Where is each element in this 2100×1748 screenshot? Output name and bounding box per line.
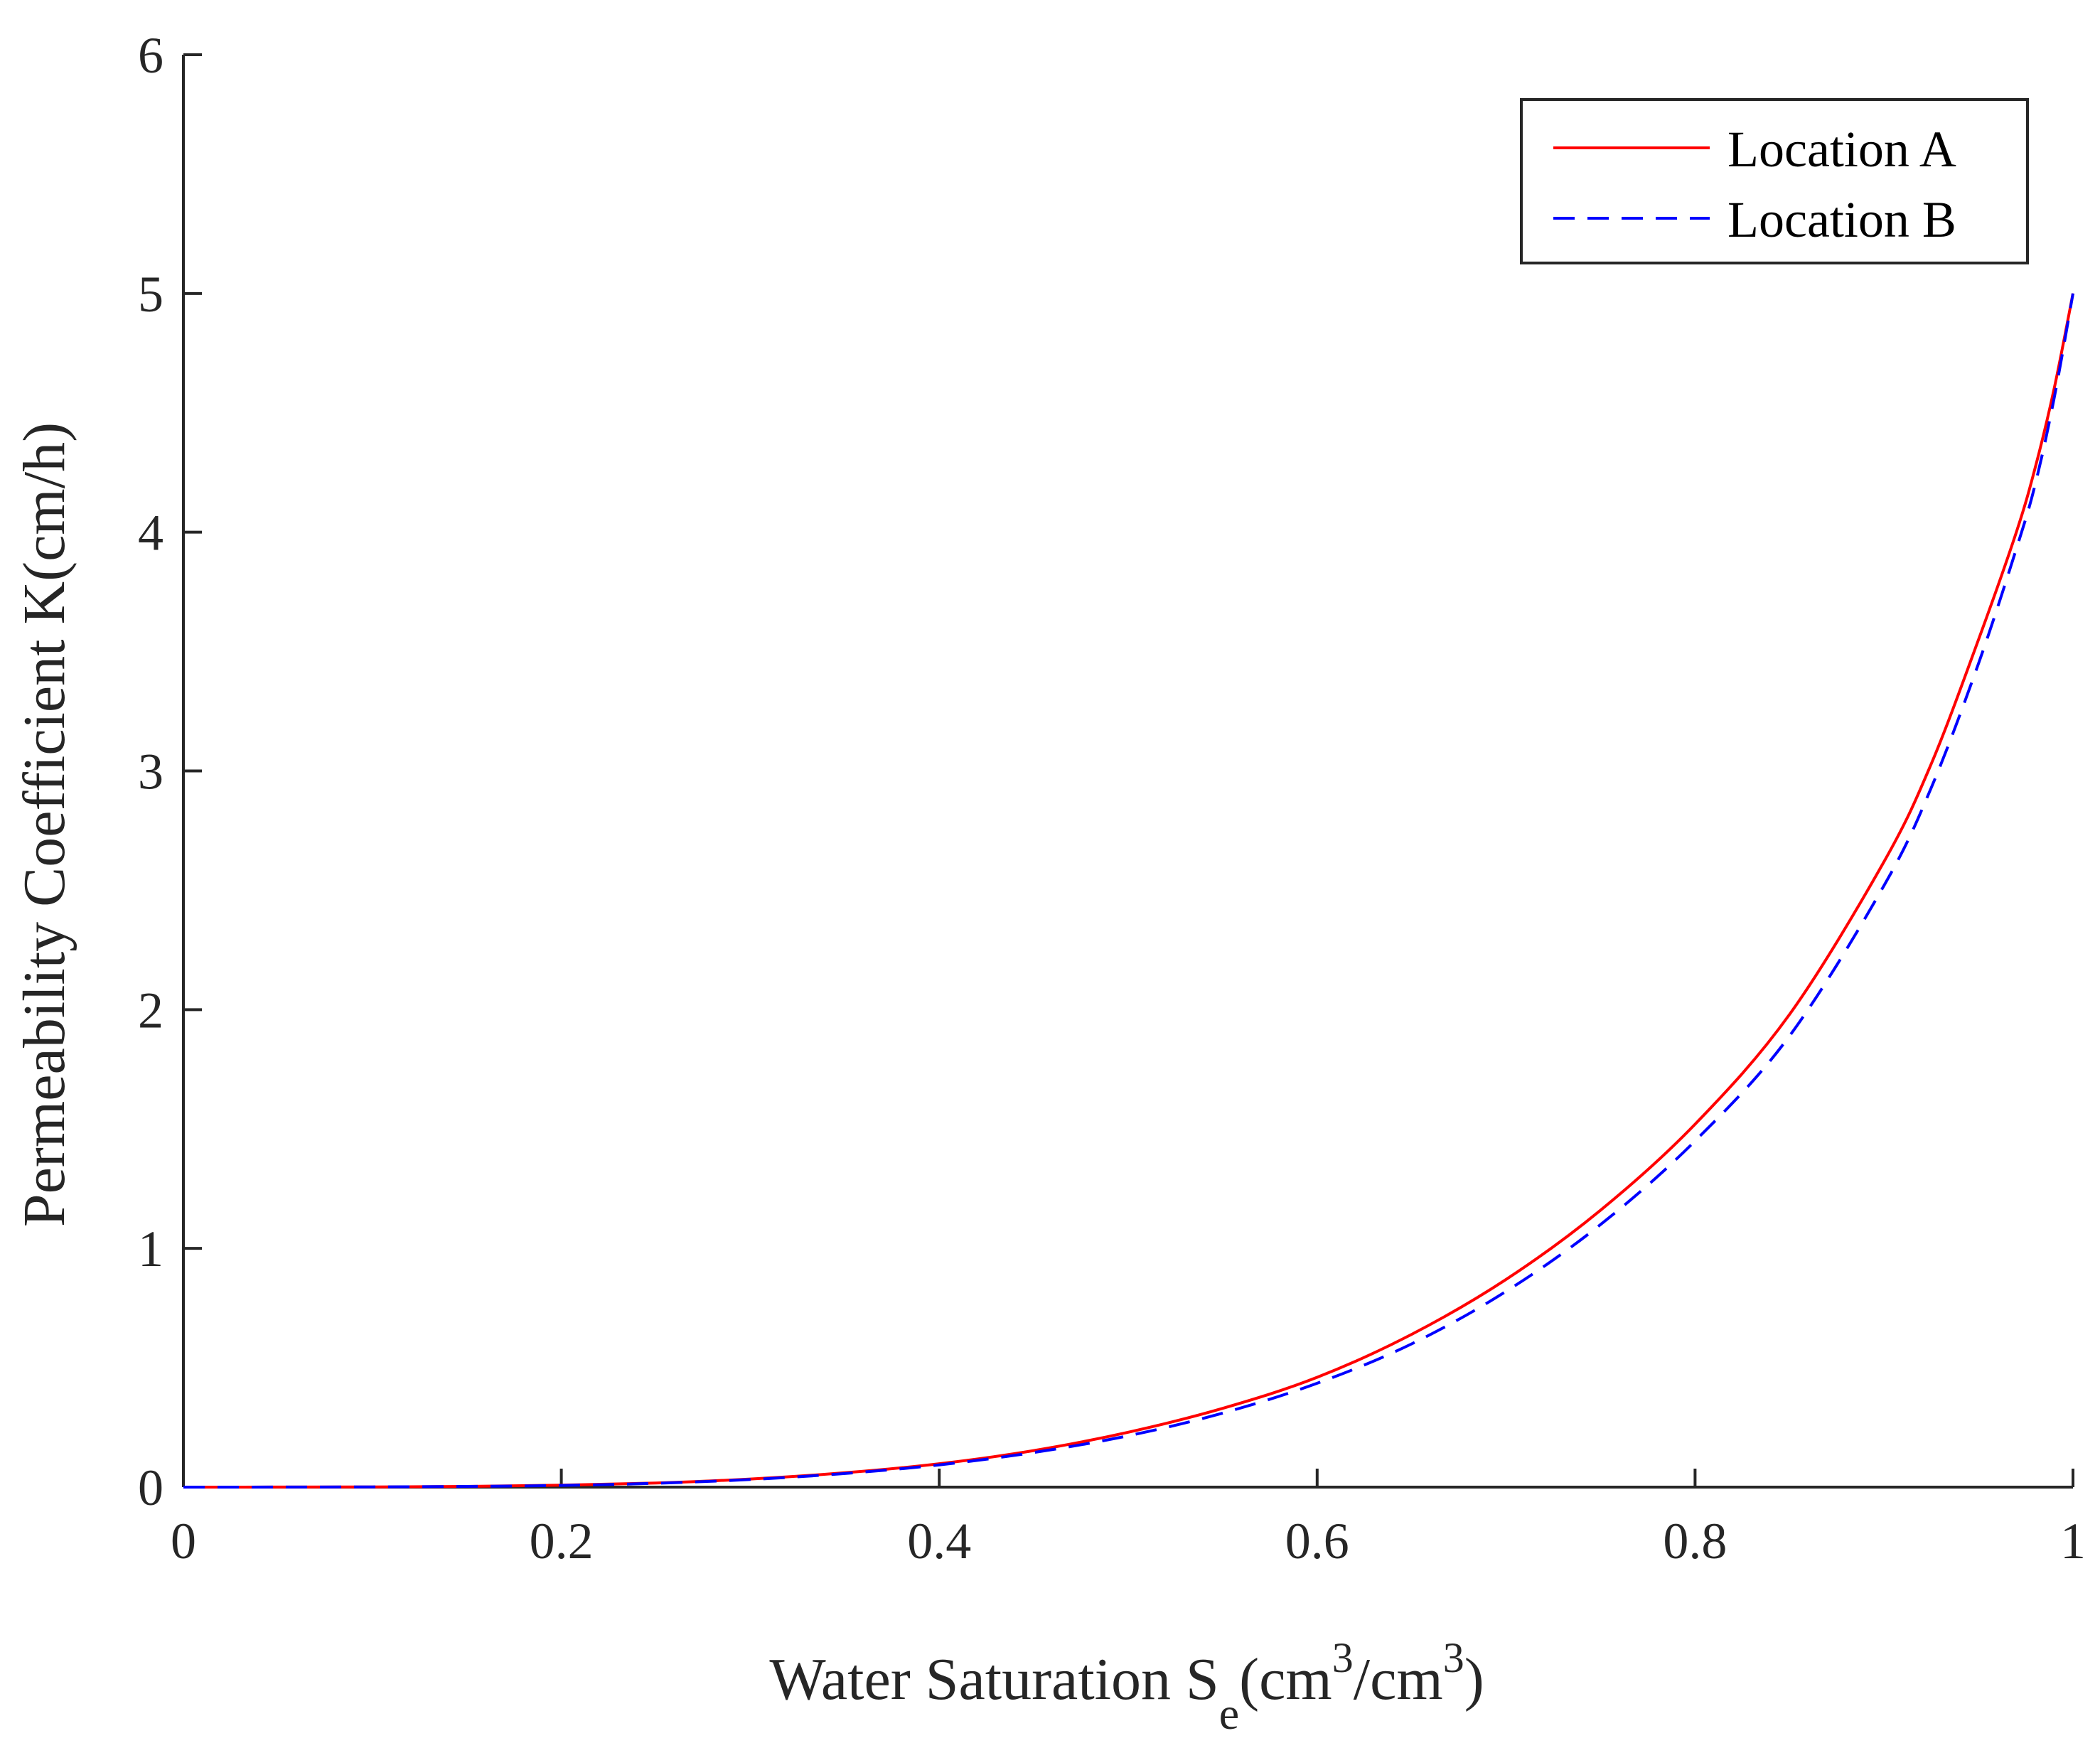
y-tick-label: 5 [138,266,164,323]
y-axis-ticks: 0 1 2 3 4 5 6 [138,27,202,1516]
series-line-location-b [183,293,2074,1489]
x-tick-label: 1 [2060,1513,2086,1570]
y-tick-label: 3 [138,744,164,800]
y-tick-label: 6 [138,27,164,84]
x-tick-label: 0.6 [1285,1513,1349,1570]
y-tick-label: 1 [138,1221,164,1277]
x-tick-label: 0 [171,1513,196,1570]
x-tick-label: 0.8 [1663,1513,1727,1570]
legend-label-location-b: Location B [1727,191,1956,248]
x-axis-ticks: 0 0.2 0.4 0.6 0.8 1 [171,1469,2086,1570]
y-tick-label: 0 [138,1459,164,1516]
legend: Location A Location B [1520,98,2029,264]
legend-box [1520,98,2029,264]
legend-label-location-a: Location A [1727,121,1956,178]
x-tick-label: 0.2 [530,1513,594,1570]
series-layer [183,293,2074,1489]
x-tick-label: 0.4 [907,1513,971,1570]
x-axis-title: Water Saturation Se(cm3/cm3) [769,1634,1484,1739]
y-tick-label: 2 [138,982,164,1039]
y-axis-title: Permeability Coefficient K(cm/h) [11,422,77,1227]
y-tick-label: 4 [138,505,164,562]
